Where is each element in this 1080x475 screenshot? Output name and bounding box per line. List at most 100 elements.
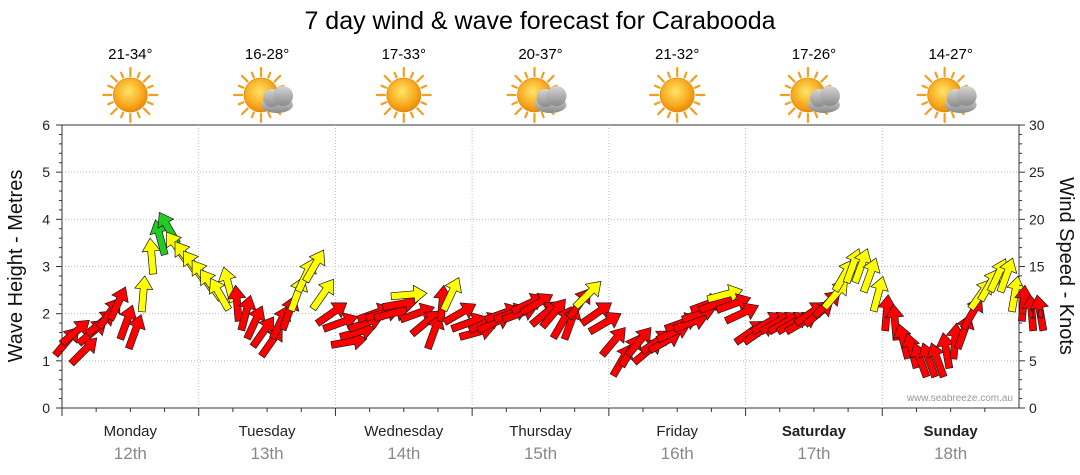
sun-ray xyxy=(383,107,392,116)
sun-ray xyxy=(784,101,792,106)
cloud-part xyxy=(273,86,294,106)
cloud-shape xyxy=(534,86,567,113)
y-tick-right: 30 xyxy=(1029,117,1045,133)
sun-ray xyxy=(689,107,698,116)
sun-icon xyxy=(102,66,159,124)
temperature-label: 17-26° xyxy=(792,46,836,63)
sun-ray xyxy=(546,74,555,83)
cloud-part xyxy=(819,86,840,106)
sun-ray xyxy=(683,111,688,119)
wind-arrow xyxy=(892,323,912,360)
sun-ray xyxy=(120,111,125,119)
wind-arrows xyxy=(52,211,1049,379)
y-tick-right: 15 xyxy=(1029,259,1045,275)
sun-ray xyxy=(237,84,245,89)
sun-ray xyxy=(921,84,929,89)
y-tick-left: 4 xyxy=(42,211,50,227)
sun-ray xyxy=(784,84,792,89)
sun-ray xyxy=(797,71,802,79)
sun-ray xyxy=(514,107,523,116)
wind-arrow xyxy=(572,280,602,310)
sun-ray xyxy=(250,111,255,119)
sun-ray xyxy=(107,101,114,106)
sun-icon xyxy=(375,66,432,124)
sun-ray xyxy=(136,71,141,79)
sun-ray xyxy=(524,111,529,119)
temperature-label: 17-33° xyxy=(382,46,426,63)
sun-ray xyxy=(693,101,701,106)
sun-ray xyxy=(416,107,424,116)
wind-arrow xyxy=(869,275,889,313)
sun-ray xyxy=(787,74,796,83)
sun-ray xyxy=(657,107,665,116)
wind-arrow xyxy=(579,302,613,327)
sun-ray xyxy=(950,111,955,119)
sun-ray xyxy=(666,71,672,79)
wind-arrow xyxy=(439,277,462,313)
sun-ray xyxy=(934,71,939,79)
cloud-shape xyxy=(807,86,840,113)
sun-ray xyxy=(524,71,529,79)
sun-cloud-icon xyxy=(779,66,840,124)
temperature-label: 21-34° xyxy=(108,46,152,63)
sun-ray xyxy=(393,71,398,79)
sun-ray xyxy=(787,107,796,116)
sun-ray xyxy=(514,74,523,83)
sun-ray xyxy=(142,74,151,83)
date-label: 15th xyxy=(524,444,557,463)
date-label: 12th xyxy=(114,444,147,463)
sun-disc xyxy=(112,77,148,113)
wind-arrow xyxy=(510,293,546,316)
sun-disc xyxy=(386,77,422,113)
day-label: Sunday xyxy=(924,423,979,440)
sun-ray xyxy=(956,74,965,83)
sun-ray xyxy=(142,107,151,116)
sun-ray xyxy=(924,74,933,83)
sun-ray xyxy=(653,101,661,106)
sun-ray xyxy=(146,101,154,106)
y-tick-right: 25 xyxy=(1029,164,1045,180)
sun-ray xyxy=(666,111,672,119)
sun-ray xyxy=(409,111,415,119)
sun-ray xyxy=(240,74,249,83)
y-tick-left: 2 xyxy=(42,306,50,322)
sun-ray xyxy=(934,111,939,119)
sun-ray xyxy=(689,74,698,83)
sun-ray xyxy=(814,111,819,119)
sun-ray xyxy=(921,101,929,106)
wind-arrow xyxy=(390,284,428,304)
sun-ray xyxy=(683,71,688,79)
wind-arrow xyxy=(723,302,760,325)
wind-arrow xyxy=(208,277,233,312)
sun-ray xyxy=(693,84,701,89)
y-tick-right: 0 xyxy=(1029,400,1037,416)
y-tick-left: 5 xyxy=(42,164,50,180)
temperature-label: 20-37° xyxy=(518,46,562,63)
cloud-part xyxy=(956,86,977,106)
y-tick-right: 5 xyxy=(1029,353,1037,369)
date-label: 17th xyxy=(797,444,830,463)
y-axis-label-left: Wave Height - Metres xyxy=(5,170,27,363)
sun-ray xyxy=(924,107,933,116)
wind-arrow xyxy=(424,314,445,351)
sun-ray xyxy=(820,74,829,83)
sun-icon xyxy=(649,66,706,124)
day-label: Saturday xyxy=(782,423,847,440)
wind-arrow xyxy=(134,275,154,313)
day-label: Thursday xyxy=(509,423,572,440)
day-label: Wednesday xyxy=(364,423,443,440)
y-tick-left: 6 xyxy=(42,117,50,133)
sun-ray xyxy=(540,111,545,119)
sun-cloud-icon xyxy=(232,66,294,124)
wind-arrow xyxy=(996,257,1018,294)
y-tick-right: 10 xyxy=(1029,306,1045,322)
cloud-shape xyxy=(944,86,977,113)
wind-arrow xyxy=(125,314,146,351)
wind-arrow xyxy=(141,237,161,275)
sun-ray xyxy=(240,107,249,116)
sun-ray xyxy=(657,74,665,83)
sun-ray xyxy=(409,71,415,79)
sun-ray xyxy=(653,84,661,89)
sun-ray xyxy=(420,101,428,106)
